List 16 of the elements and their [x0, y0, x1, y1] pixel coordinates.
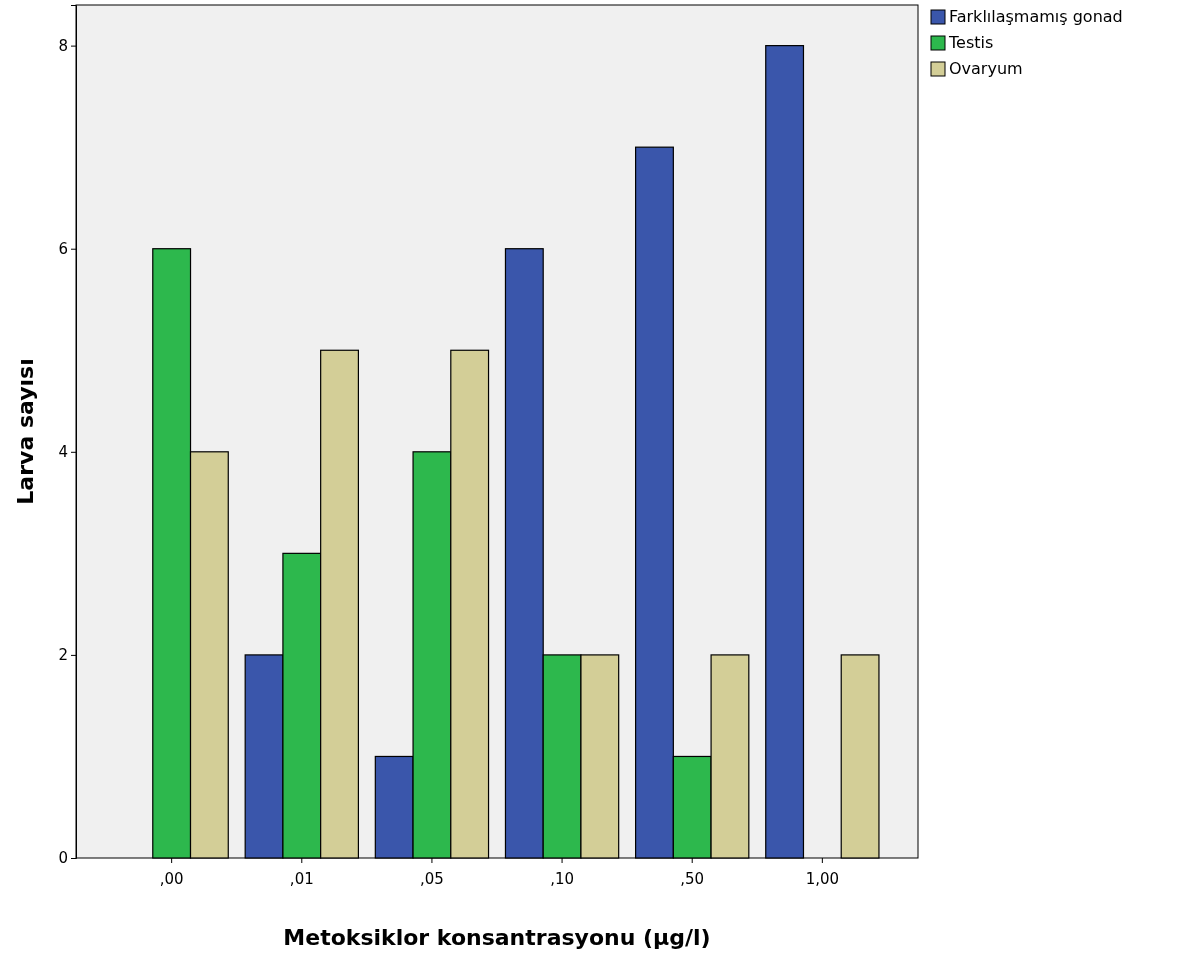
x-tick-label: ,50 [680, 870, 705, 888]
x-tick-label: ,01 [289, 870, 314, 888]
x-tick-label: 1,00 [805, 870, 840, 888]
y-tick-label: 2 [58, 646, 68, 665]
y-axis-title: Larva sayısı [13, 358, 38, 505]
x-tick-label: ,05 [420, 870, 444, 888]
x-tick-label: ,10 [550, 870, 574, 888]
legend-label: Testis [948, 33, 994, 52]
y-tick-label: 8 [58, 36, 68, 55]
legend-label: Farklılaşmamış gonad [949, 7, 1123, 26]
x-tick-label: ,00 [159, 870, 184, 888]
legend-label: Ovaryum [949, 59, 1023, 78]
y-tick-label: 0 [58, 849, 68, 868]
y-tick-label: 6 [58, 240, 68, 259]
x-axis-title: Metoksiklor konsantrasyonu (µg/l) [283, 925, 711, 950]
y-tick-label: 4 [58, 443, 68, 462]
